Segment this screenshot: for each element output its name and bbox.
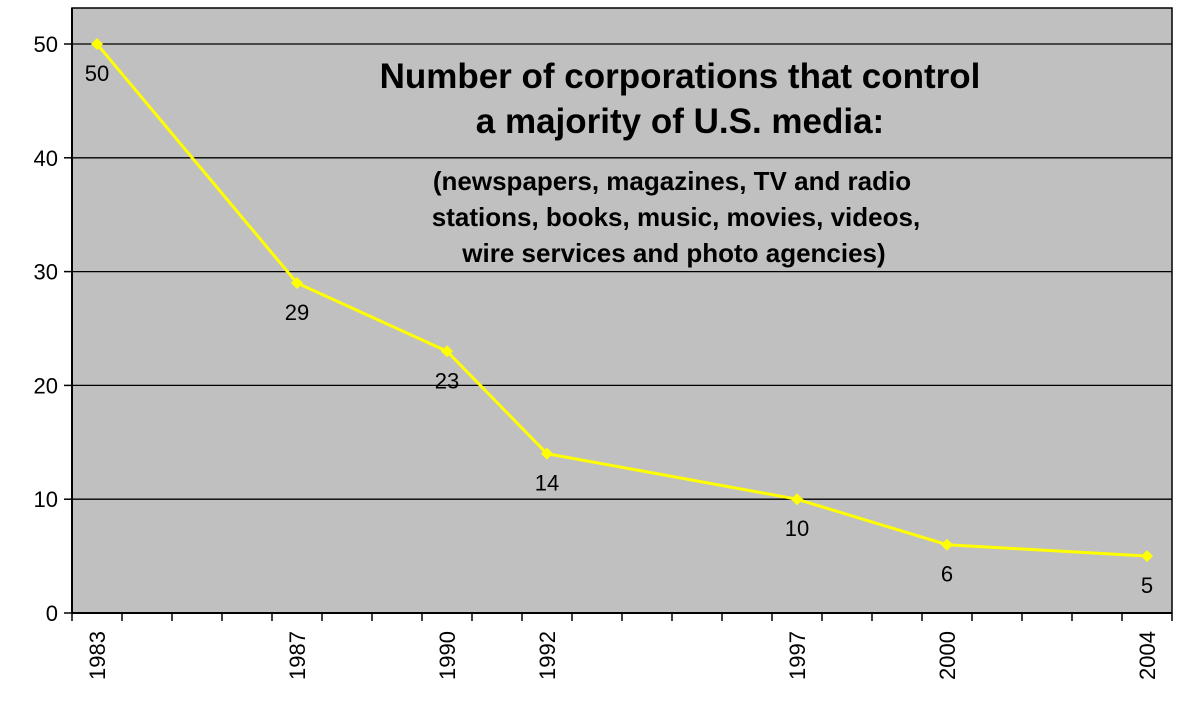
data-label: 6 xyxy=(941,562,953,587)
y-tick-label: 0 xyxy=(46,601,58,626)
x-tick-label: 2000 xyxy=(935,631,960,680)
chart-subtitle-line-2: stations, books, music, movies, videos, xyxy=(432,202,920,232)
plot-area xyxy=(71,7,1173,614)
x-tick-label: 1990 xyxy=(435,631,460,680)
axes: 0 10 20 30 40 50 1983 1987 1990 1992 1997 2000 2004 xyxy=(34,8,1173,680)
data-point-marker xyxy=(91,38,103,50)
y-tick-label: 30 xyxy=(34,260,58,285)
data-label: 5 xyxy=(1141,573,1153,598)
y-tick-label: 40 xyxy=(34,146,58,171)
series-layer: 50 29 23 14 10 6 5 xyxy=(85,38,1153,598)
y-tick-label: 20 xyxy=(34,373,58,398)
chart-subtitle-line-1: (newspapers, magazines, TV and radio xyxy=(433,166,911,196)
data-point-marker xyxy=(541,447,553,460)
chart-title-line-1: Number of corporations that control xyxy=(380,57,981,96)
data-label: 23 xyxy=(435,368,459,393)
y-tick-label: 10 xyxy=(34,487,58,512)
data-point-marker xyxy=(791,493,803,506)
chart-title-line-2: a majority of U.S. media: xyxy=(476,102,884,141)
data-label: 29 xyxy=(285,300,309,325)
data-point-marker xyxy=(941,538,953,551)
y-tick-label: 50 xyxy=(34,32,58,57)
data-point-marker xyxy=(1141,550,1153,563)
x-tick-label: 2004 xyxy=(1135,631,1160,680)
x-tick-label: 1992 xyxy=(535,631,560,680)
data-label: 50 xyxy=(85,61,109,86)
data-point-marker xyxy=(441,345,453,358)
data-point-marker xyxy=(291,276,303,289)
x-tick-label: 1987 xyxy=(285,631,310,680)
gridlines xyxy=(72,43,1172,500)
x-tick-label: 1997 xyxy=(785,631,810,680)
data-label: 10 xyxy=(785,516,809,541)
chart-subtitle-line-3: wire services and photo agencies) xyxy=(461,238,885,268)
x-tick-label: 1983 xyxy=(85,631,110,680)
data-label: 14 xyxy=(535,471,559,496)
